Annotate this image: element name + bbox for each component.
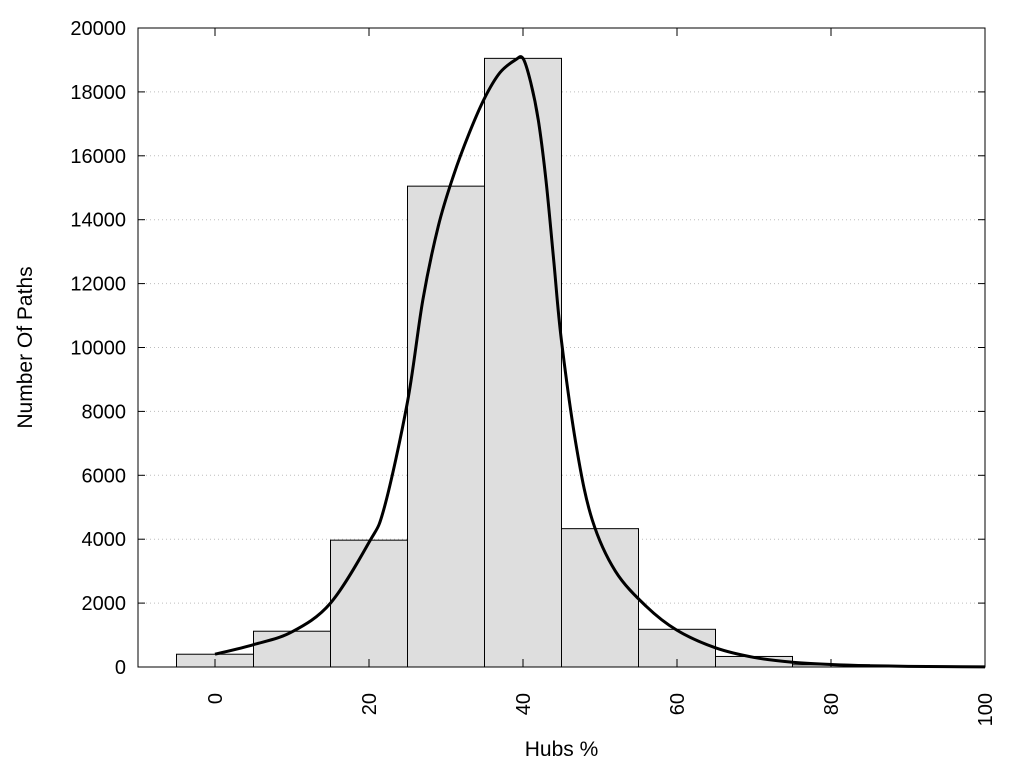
x-tick-label: 80 [821,693,843,715]
y-tick-label: 20000 [70,18,126,40]
y-axis-ticks: 0 2000 4000 6000 8000 10000 12000 14000 16000 180… [70,18,985,679]
y-tick-label: 6000 [82,465,127,487]
x-tick-label: 0 [205,693,227,704]
x-tick-label: 20 [359,693,381,715]
histogram-bar [253,630,331,668]
x-tick-label: 60 [667,693,689,715]
x-tick-label: 40 [513,693,535,715]
density-curve [214,55,986,669]
histogram-bars [176,57,947,668]
histogram-bar [484,57,562,668]
x-axis-title: Hubs % [525,738,599,761]
y-tick-label: 10000 [70,338,126,360]
y-axis-title: Number Of Paths [14,266,37,428]
y-tick-label: 2000 [82,593,127,615]
y-tick-label: 12000 [70,274,126,296]
y-tick-label: 4000 [82,529,127,551]
histogram-bar [407,185,485,668]
histogram-bar [330,539,408,668]
y-tick-label: 18000 [70,82,126,104]
x-tick-label: 100 [975,693,997,726]
y-tick-label: 8000 [82,401,127,423]
y-tick-label: 16000 [70,146,126,168]
histogram-bar [561,528,639,668]
x-axis-ticks: 0 20 40 60 80 100 [205,28,997,726]
y-tick-label: 14000 [70,210,126,232]
y-tick-label: 0 [115,657,126,679]
